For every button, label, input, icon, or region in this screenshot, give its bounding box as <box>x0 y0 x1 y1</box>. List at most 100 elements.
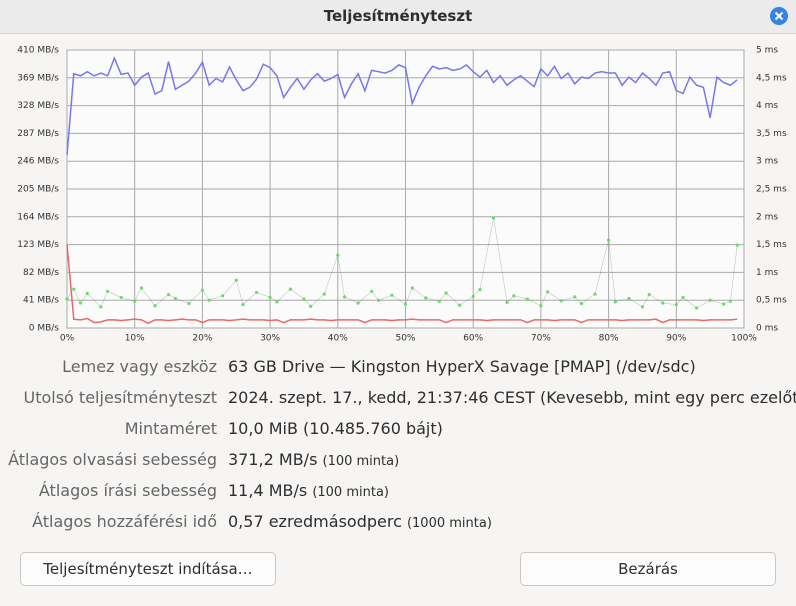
detail-note: (100 minta) <box>312 485 389 500</box>
access-point <box>119 295 123 300</box>
access-point <box>221 294 225 298</box>
detail-value: 10,0 MiB (10.485.760 bájt) <box>228 419 443 438</box>
access-point <box>153 304 157 308</box>
access-point <box>275 300 279 304</box>
access-point <box>85 291 89 296</box>
access-point <box>695 306 699 310</box>
x-tick-label: 0% <box>60 334 75 344</box>
access-point <box>78 301 83 305</box>
access-point <box>336 253 340 257</box>
detail-value: 371,2 MB/s <box>228 450 318 469</box>
detail-label: Átlagos olvasási sebesség <box>8 450 217 469</box>
access-point <box>471 294 475 298</box>
access-point <box>200 288 204 292</box>
y-tick-label: 205 MB/s <box>17 185 59 195</box>
access-point <box>288 287 293 291</box>
detail-value-group: 2024. szept. 17., kedd, 21:37:46 CEST (K… <box>228 388 796 407</box>
access-point <box>268 295 272 300</box>
detail-row: Átlagos hozzáférési idő 0,57 ezredmásodpe… <box>0 512 796 536</box>
access-point <box>106 289 110 293</box>
access-point <box>254 290 259 295</box>
x-tick-label: 80% <box>599 334 619 344</box>
access-point <box>546 290 550 294</box>
y-tick-label: 369 MB/s <box>17 73 59 83</box>
access-point <box>722 302 726 306</box>
access-point <box>573 295 577 299</box>
y-tick-label: 0 MB/s <box>29 324 60 334</box>
detail-value: 63 GB Drive — Kingston HyperX Savage [PM… <box>228 357 696 376</box>
y-tick-label: 82 MB/s <box>23 268 59 278</box>
access-point <box>525 297 529 301</box>
detail-label: Utolsó teljesítményteszt <box>23 388 218 407</box>
detail-row: Átlagos írási sebesség 11,4 MB/s (100 min… <box>0 481 796 505</box>
detail-label: Átlagos hozzáférési idő <box>32 512 217 531</box>
access-point <box>708 298 712 302</box>
access-point <box>173 296 177 301</box>
access-point <box>241 303 245 307</box>
detail-value-group: 63 GB Drive — Kingston HyperX Savage [PM… <box>228 357 696 376</box>
speed-line <box>66 244 738 325</box>
x-tick-label: 10% <box>125 334 145 344</box>
access-point <box>505 300 509 305</box>
y2-tick-label: 3 ms <box>756 157 778 167</box>
detail-value-group: 11,4 MB/s (100 minta) <box>228 481 389 500</box>
access-point <box>559 299 563 303</box>
x-tick-label: 50% <box>395 334 415 344</box>
detail-value-group: 0,57 ezredmásodperc (1000 minta) <box>228 512 492 531</box>
access-point <box>72 287 76 291</box>
access-point <box>234 278 238 282</box>
close-button[interactable]: Bezárás <box>520 552 776 586</box>
y2-tick-label: 0 ms <box>756 324 778 334</box>
y2-tick-label: 1,5 ms <box>756 240 787 250</box>
y-tick-label: 328 MB/s <box>17 101 59 111</box>
y2-tick-label: 3,5 ms <box>756 129 787 139</box>
access-point <box>539 304 543 308</box>
y-tick-label: 410 MB/s <box>17 46 59 56</box>
detail-value: 0,57 ezredmásodperc <box>228 512 402 531</box>
access-point <box>627 296 631 301</box>
y-tick-label: 41 MB/s <box>23 296 59 306</box>
access-point <box>613 300 617 304</box>
y-tick-label: 246 MB/s <box>17 157 59 167</box>
access-point <box>607 238 611 242</box>
access-point <box>424 296 428 300</box>
detail-row: Lemez vagy eszköz 63 GB Drive — Kingston … <box>0 357 796 381</box>
access-point <box>356 301 360 305</box>
x-tick-label: 30% <box>260 334 280 344</box>
access-point <box>593 292 597 296</box>
access-point <box>444 291 448 295</box>
x-tick-label: 40% <box>328 334 348 344</box>
access-point <box>309 304 313 308</box>
access-point <box>728 299 733 303</box>
close-window-button[interactable] <box>769 6 789 26</box>
access-point <box>390 293 394 297</box>
detail-label: Mintaméret <box>124 419 217 438</box>
benchmark-chart: 0 MB/s 41 MB/s 82 MB/s 123 MB/s 164 MB/s 205 … <box>17 46 787 344</box>
access-point <box>302 297 306 301</box>
detail-note: (1000 minta) <box>406 516 492 531</box>
access-point <box>370 289 374 293</box>
access-point <box>99 305 103 309</box>
y-tick-label: 123 MB/s <box>17 240 59 250</box>
y2-tick-label: 4,5 ms <box>756 73 787 83</box>
access-point <box>478 288 482 292</box>
detail-note: (100 minta) <box>322 454 400 469</box>
access-point <box>139 286 144 290</box>
start-benchmark-button[interactable]: Teljesítményteszt indítása… <box>20 552 276 586</box>
access-point <box>376 298 381 302</box>
x-tick-label: 20% <box>192 334 212 344</box>
access-point <box>647 293 651 297</box>
access-point <box>681 295 685 300</box>
access-point <box>166 293 171 297</box>
detail-value: 2024. szept. 17., kedd, 21:37:46 CEST (K… <box>228 388 796 407</box>
y2-tick-label: 1 ms <box>756 268 778 278</box>
y2-tick-label: 0,5 ms <box>756 296 787 306</box>
access-point <box>403 302 408 306</box>
access-point <box>579 301 584 306</box>
x-tick-label: 60% <box>463 334 483 344</box>
y2-tick-label: 5 ms <box>756 46 778 56</box>
y-tick-label: 164 MB/s <box>17 212 59 222</box>
x-tick-label: 70% <box>531 334 551 344</box>
access-point <box>207 298 211 302</box>
